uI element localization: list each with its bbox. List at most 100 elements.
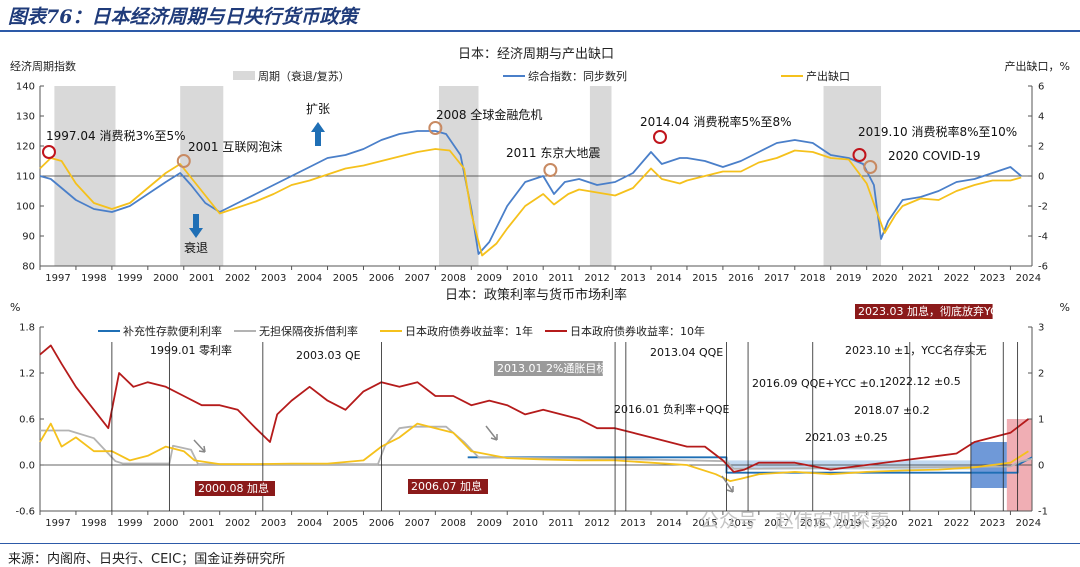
x-tick-label: 2013 <box>620 518 645 529</box>
x-tick-label: 2020 <box>872 518 897 529</box>
legend-label: 补充性存款便利利率 <box>123 324 222 338</box>
x-tick-label: 2007 <box>405 273 430 284</box>
x-tick-label: 2002 <box>225 518 250 529</box>
x-tick-label: 2002 <box>225 273 250 284</box>
x-tick-label: 2018 <box>800 518 825 529</box>
y-axis-label-left: % <box>10 301 20 314</box>
expansion-arrow <box>311 122 325 146</box>
event-annotation: 2022.12 ±0.5 <box>885 375 961 388</box>
x-tick-label: 2006 <box>369 518 394 529</box>
x-tick-label: 2009 <box>477 273 502 284</box>
x-tick-label: 2016 <box>728 518 753 529</box>
x-tick-label: 2001 <box>189 273 214 284</box>
x-tick-label: 2010 <box>512 518 537 529</box>
y-axis-label-right: % <box>1060 301 1070 314</box>
x-tick-label: 1998 <box>81 273 106 284</box>
series-line <box>40 425 1033 470</box>
y-tick-label-left: -0.6 <box>15 507 35 518</box>
legend-label: 综合指数：同步数列 <box>528 69 627 83</box>
x-tick-label: 2021 <box>908 518 933 529</box>
recession-label: 衰退 <box>184 240 208 255</box>
x-tick-label: 2000 <box>153 518 178 529</box>
event-marker <box>176 154 191 168</box>
series-line <box>39 344 1029 473</box>
event-annotation: 2003.03 QE <box>296 349 361 362</box>
x-tick-label: 2006 <box>369 273 394 284</box>
x-tick-label: 2007 <box>405 518 430 529</box>
legend-label: 周期（衰退/复苏） <box>258 69 350 83</box>
pointer-arrow <box>193 439 206 453</box>
y-axis-label-left: 经济周期指数 <box>10 59 76 73</box>
event-annotation: 2008 全球金融危机 <box>436 107 542 122</box>
title-divider <box>0 30 1080 32</box>
y-tick-label-right: 6 <box>1038 82 1044 93</box>
event-marker <box>428 121 443 135</box>
x-tick-label: 2004 <box>297 273 322 284</box>
footer-divider <box>0 543 1080 544</box>
y-tick-label-left: 1.8 <box>19 323 35 334</box>
x-tick-label: 2024 <box>1016 273 1041 284</box>
x-tick-label: 2023 <box>980 518 1005 529</box>
y-tick-label-left: 140 <box>16 82 35 93</box>
x-tick-label: 2001 <box>189 518 214 529</box>
event-annotation: 1997.04 消费税3%至5% <box>46 129 186 143</box>
event-annotation: 2020 COVID-19 <box>888 149 981 163</box>
x-tick-label: 2008 <box>441 273 466 284</box>
series-line <box>467 456 1033 474</box>
x-tick-label: 2017 <box>764 518 789 529</box>
event-marker <box>653 130 667 144</box>
legend-label: 日本政府债券收益率：1年 <box>405 324 533 338</box>
legend-label: 日本政府债券收益率：10年 <box>570 324 705 338</box>
event-annotation: 1999.01 零利率 <box>150 343 232 357</box>
event-annotation: 2001 互联网泡沫 <box>188 140 282 154</box>
x-tick-label: 2012 <box>584 518 609 529</box>
x-tick-label: 2011 <box>548 273 573 284</box>
x-tick-label: 2004 <box>297 518 322 529</box>
x-tick-label: 2019 <box>836 518 861 529</box>
x-tick-label: 2015 <box>692 518 717 529</box>
pointer-arrow <box>721 475 734 493</box>
legend-swatch-recession <box>233 71 255 80</box>
y-tick-label-left: 130 <box>16 112 35 123</box>
y-tick-label-right: 0 <box>1038 172 1044 183</box>
event-annotation: 2023.03 加息，彻底放弃YCC <box>858 304 1006 318</box>
event-label-box <box>195 481 275 496</box>
event-marker <box>41 145 56 159</box>
event-annotation: 2000.08 加息 <box>198 481 269 495</box>
x-tick-label: 2020 <box>872 273 897 284</box>
x-tick-label: 2023 <box>980 273 1005 284</box>
event-annotation: 2014.04 消费税率5%至8% <box>640 114 792 129</box>
x-tick-label: 2000 <box>153 273 178 284</box>
y-tick-label-right: -6 <box>1038 262 1048 273</box>
x-tick-label: 2003 <box>261 273 286 284</box>
event-annotation: 2018.07 ±0.2 <box>854 404 930 417</box>
watermark: 公众号 · 赵伟宏观探索 <box>700 510 889 532</box>
chart-title: 日本：政策利率与货币市场利率 <box>445 287 627 303</box>
y-tick-label-left: 90 <box>22 232 35 243</box>
x-tick-label: 2022 <box>944 273 969 284</box>
x-tick-label: 2022 <box>944 518 969 529</box>
event-annotation: 2013.04 QQE <box>650 346 723 359</box>
event-annotation: 2016.09 QQE+YCC ±0.1 <box>752 377 886 390</box>
x-tick-label: 2013 <box>620 273 645 284</box>
y-tick-label-right: -4 <box>1038 232 1048 243</box>
series-line <box>39 130 1022 255</box>
legend-label: 无担保隔夜拆借利率 <box>259 324 358 338</box>
event-marker <box>852 148 867 162</box>
y-tick-label-left: 110 <box>16 172 35 183</box>
x-tick-label: 2017 <box>764 273 789 284</box>
x-tick-label: 1998 <box>81 518 106 529</box>
x-tick-label: 2018 <box>800 273 825 284</box>
event-annotation: 2021.03 ±0.25 <box>805 431 888 444</box>
y-tick-label-right: -1 <box>1038 507 1048 518</box>
x-tick-label: 2012 <box>584 273 609 284</box>
y-tick-label-left: 120 <box>16 142 35 153</box>
event-marker <box>863 160 878 174</box>
x-tick-label: 1997 <box>45 273 70 284</box>
series-line <box>39 422 1029 483</box>
x-tick-label: 2005 <box>333 518 358 529</box>
x-tick-label: 2003 <box>261 518 286 529</box>
event-annotation: 2011 东京大地震 <box>506 146 600 160</box>
legend-label: 产出缺口 <box>806 69 850 83</box>
